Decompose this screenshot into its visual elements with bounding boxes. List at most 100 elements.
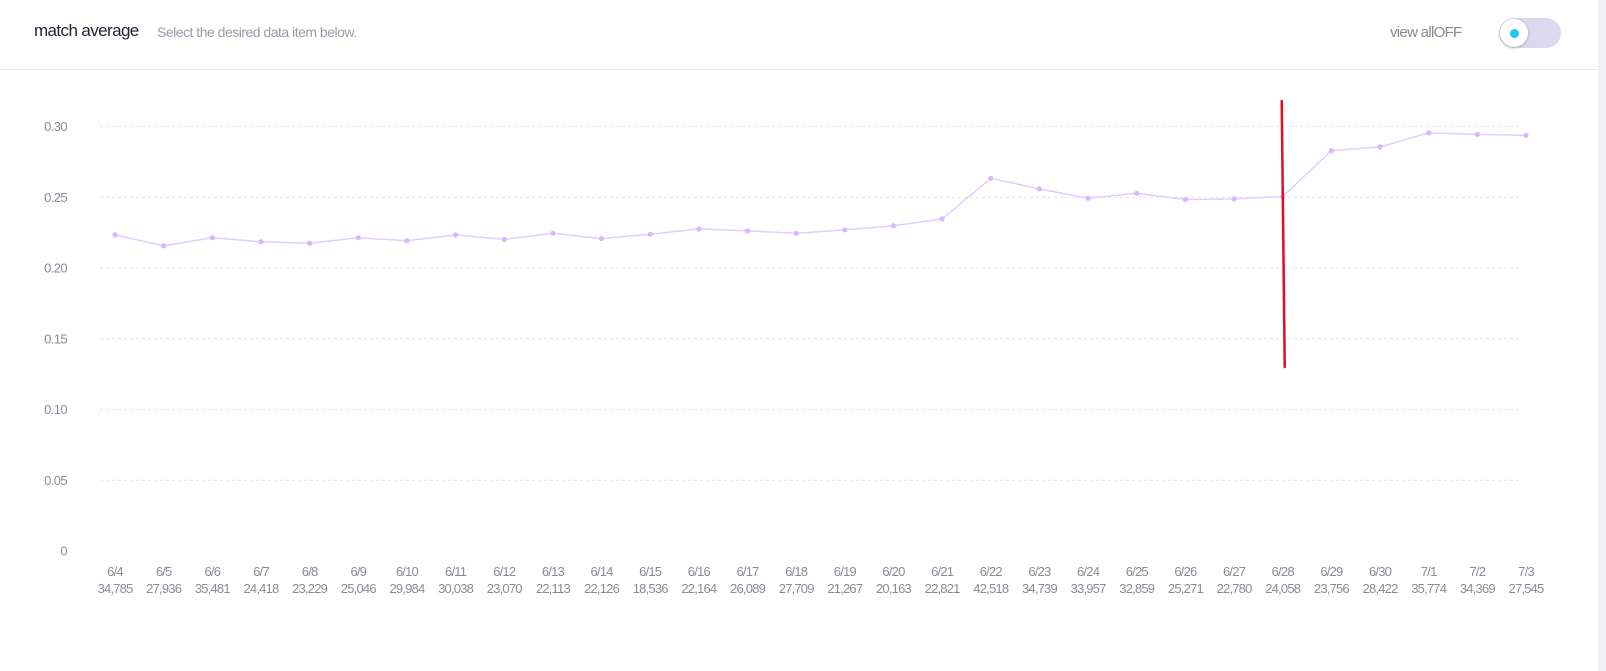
x-tick-label: 6/21 [931,564,954,579]
data-point [1036,186,1043,192]
data-point [744,228,751,234]
data-point [112,232,118,238]
x-count-label: 34,785 [98,581,134,596]
x-tick-label: 6/12 [493,564,516,579]
data-point [161,243,167,249]
data-point [209,235,215,241]
x-count-label: 21,267 [827,581,863,596]
x-count-label: 22,821 [925,581,961,596]
data-point [793,230,799,236]
data-point [598,235,605,242]
x-tick-label: 6/24 [1077,564,1100,579]
toggle-knob[interactable] [1500,19,1528,47]
x-count-label: 23,756 [1314,581,1350,596]
x-count-label: 26,089 [730,581,766,596]
x-count-label: 42,518 [973,581,1009,596]
x-count-label: 27,936 [146,581,182,596]
data-point [501,236,507,243]
x-count-label: 27,545 [1509,581,1545,596]
data-point [696,226,702,232]
data-point [1474,131,1480,138]
x-count-label: 32,859 [1119,581,1155,596]
series-match-average [112,130,1529,249]
x-count-label: 35,481 [195,581,231,596]
x-tick-label: 6/18 [785,564,808,579]
x-count-label: 24,418 [243,581,279,596]
x-tick-label: 6/15 [639,564,662,579]
x-tick-label: 6/27 [1223,564,1246,579]
x-tick-label: 6/30 [1369,564,1392,579]
view-all-label: view allOFF [1390,24,1462,41]
data-point [404,238,410,244]
x-tick-label: 6/14 [590,564,613,579]
x-tick-label: 7/3 [1518,564,1534,579]
data-point [258,239,264,245]
x-tick-label: 6/25 [1126,564,1149,579]
x-count-label: 22,780 [1217,581,1253,596]
data-point [988,175,994,181]
data-point [307,240,313,246]
chart-subtitle: Select the desired data item below. [157,24,357,40]
x-tick-label: 6/19 [834,564,857,579]
data-point [647,231,653,237]
y-tick-label: 0.05 [44,473,67,488]
y-axis: 0 0.05 0.10 0.15 0.20 0.25 0.30 [44,119,68,559]
chart-header: match average Select the desired data it… [0,0,1598,70]
x-count-label: 23,070 [487,581,523,596]
data-point [550,230,556,236]
x-tick-label: 7/2 [1470,564,1486,579]
x-tick-label: 6/11 [445,564,467,579]
scrollbar-track[interactable] [1598,0,1606,671]
x-tick-label: 6/5 [156,564,172,579]
data-point [939,216,945,222]
x-tick-label: 6/10 [396,564,419,579]
data-point [1231,196,1237,202]
x-tick-label: 6/4 [107,564,123,579]
x-axis: 6/4 34,785 6/5 27,936 6/6 35,481 6/7 24,418 6/8 2… [98,564,1545,596]
x-count-label: 23,229 [292,581,328,596]
chart-title: match average [34,21,139,40]
x-tick-label: 6/17 [736,564,759,579]
data-point [890,223,897,229]
annotations [1280,99,1286,369]
x-tick-label: 6/23 [1028,564,1051,579]
x-count-label: 30,038 [438,581,474,596]
x-count-label: 33,957 [1071,581,1107,596]
data-point [1426,130,1432,136]
x-count-label: 20,163 [876,581,912,596]
y-tick-label: 0.30 [44,119,67,134]
data-point [1182,196,1189,203]
x-tick-label: 6/28 [1272,564,1295,579]
data-point [355,235,361,241]
x-tick-label: 6/22 [980,564,1003,579]
y-tick-label: 0.20 [44,261,67,276]
x-count-label: 22,164 [681,581,717,596]
x-tick-label: 7/1 [1421,564,1437,579]
x-tick-label: 6/8 [302,564,318,579]
x-count-label: 34,369 [1460,581,1496,596]
x-count-label: 22,113 [536,581,571,596]
x-count-label: 35,774 [1411,581,1447,596]
y-tick-label: 0.10 [44,402,67,417]
x-tick-label: 6/6 [204,564,220,579]
marker-line [1280,99,1286,369]
x-tick-label: 6/13 [542,564,565,579]
y-tick-label: 0 [60,544,67,559]
x-count-label: 25,271 [1168,581,1204,596]
grid-lines [100,126,1523,481]
data-point [1523,132,1529,139]
data-point [1085,195,1091,201]
y-tick-label: 0.15 [44,331,67,346]
x-count-label: 25,046 [341,581,377,596]
x-count-label: 27,709 [779,581,815,596]
data-point [1134,190,1140,196]
data-point [1328,148,1334,154]
data-point [452,232,459,238]
x-count-label: 22,126 [584,581,620,596]
x-tick-label: 6/9 [350,564,366,579]
view-all-toggle[interactable] [1499,18,1561,48]
series-line [114,132,1527,247]
x-tick-label: 6/7 [253,564,269,579]
